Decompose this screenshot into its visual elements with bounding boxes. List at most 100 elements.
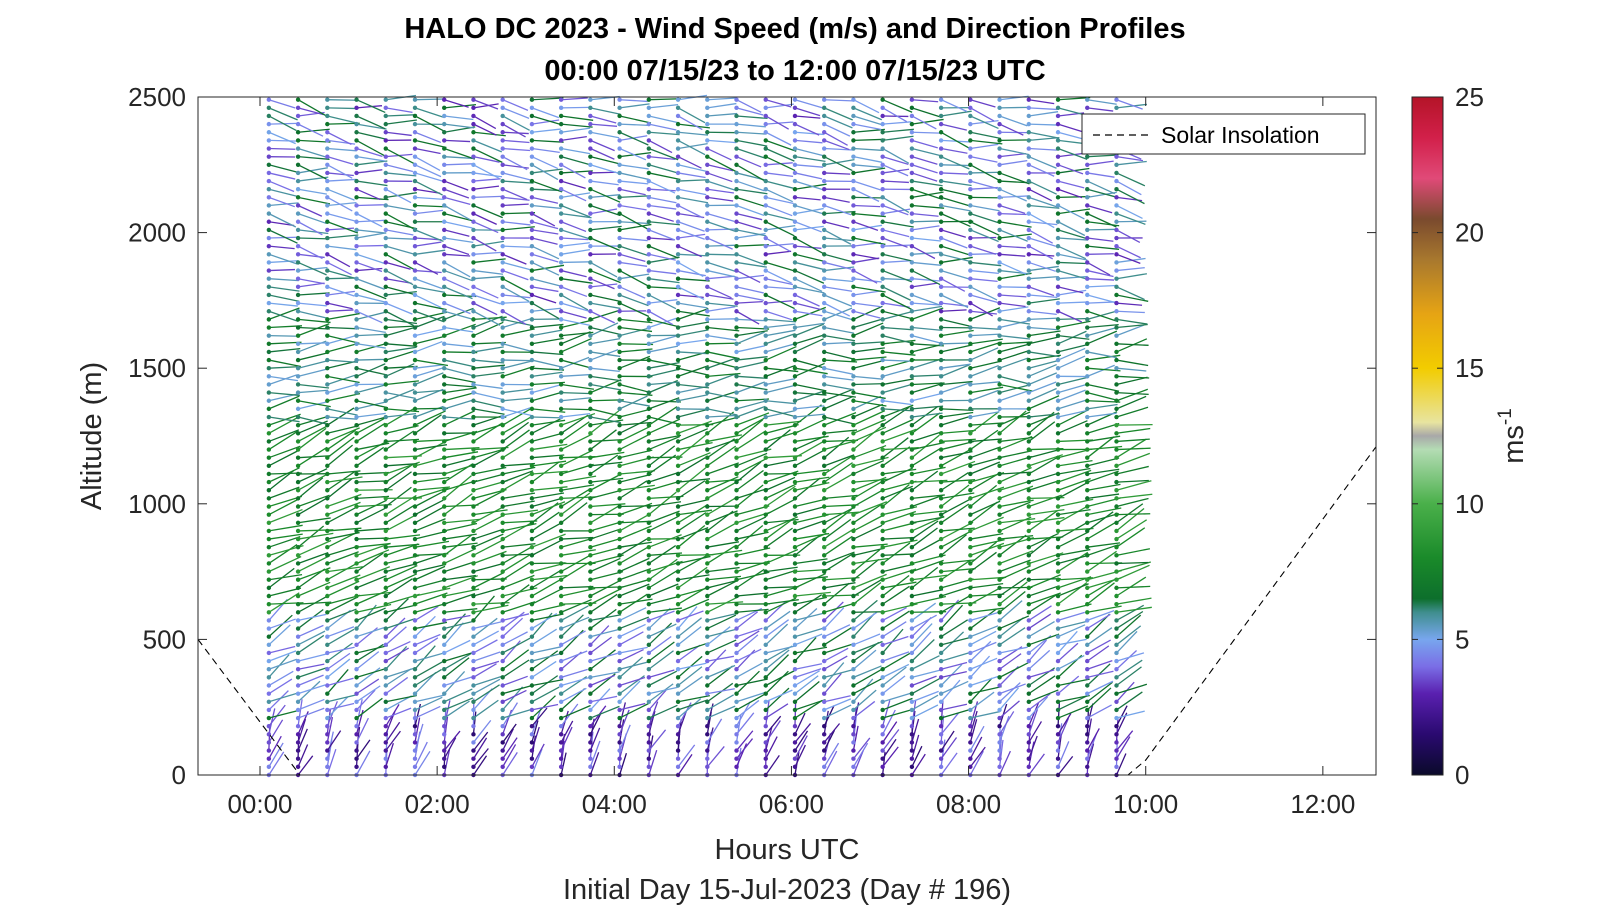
wind-barb-point bbox=[675, 479, 681, 485]
wind-barb-point bbox=[792, 667, 798, 672]
wind-barb bbox=[765, 586, 798, 589]
wind-barb bbox=[823, 204, 852, 216]
wind-barb-point bbox=[471, 325, 476, 330]
wind-barb-point bbox=[471, 390, 476, 395]
wind-barb-point bbox=[325, 154, 330, 159]
wind-barb-point bbox=[880, 455, 885, 460]
wind-barb-point bbox=[266, 683, 272, 688]
wind-barb-point bbox=[529, 398, 535, 403]
wind-barb-point bbox=[763, 740, 768, 745]
wind-barb-point bbox=[1055, 366, 1061, 371]
wind-barb-point bbox=[705, 707, 710, 713]
wind-barb bbox=[824, 261, 852, 270]
wind-barb-point bbox=[1085, 178, 1090, 184]
wind-barb-point bbox=[1026, 626, 1032, 631]
wind-barb bbox=[472, 595, 495, 621]
wind-barb bbox=[970, 326, 1001, 330]
wind-barb bbox=[999, 410, 1027, 434]
wind-barb-point bbox=[909, 479, 915, 485]
wind-barb-point bbox=[880, 756, 885, 761]
wind-barb bbox=[561, 248, 590, 255]
wind-barb-point bbox=[266, 504, 272, 509]
wind-barb bbox=[1028, 413, 1060, 418]
wind-barb-point bbox=[968, 414, 973, 420]
wind-barb-point bbox=[588, 105, 593, 111]
wind-barb-point bbox=[558, 504, 564, 509]
wind-barb bbox=[970, 180, 998, 190]
wind-barb bbox=[473, 391, 503, 400]
wind-barb-point bbox=[851, 162, 856, 167]
wind-barb-point bbox=[383, 406, 388, 412]
wind-barb-point bbox=[412, 130, 418, 135]
wind-barb bbox=[998, 739, 1004, 767]
wind-barb-point bbox=[646, 243, 652, 249]
wind-barb-point bbox=[354, 146, 359, 151]
wind-barb-point bbox=[266, 634, 272, 639]
wind-barb bbox=[327, 545, 359, 556]
wind-barb bbox=[970, 204, 1000, 212]
wind-barb-point bbox=[675, 130, 681, 135]
wind-barb-point bbox=[325, 203, 330, 208]
wind-barb bbox=[648, 558, 678, 581]
wind-barb bbox=[531, 603, 566, 613]
wind-barb bbox=[940, 619, 969, 638]
wind-barb-point bbox=[471, 650, 476, 656]
wind-barb-point bbox=[617, 178, 622, 184]
wind-barb bbox=[414, 389, 446, 394]
wind-barb bbox=[1087, 457, 1120, 467]
wind-barb-point bbox=[880, 496, 885, 501]
wind-barb-point bbox=[1085, 504, 1090, 509]
wind-barb-point bbox=[997, 260, 1002, 265]
wind-barb bbox=[970, 212, 1001, 224]
wind-barb bbox=[618, 719, 625, 743]
wind-barb bbox=[765, 518, 799, 524]
wind-barb bbox=[298, 229, 329, 235]
wind-barb bbox=[999, 245, 1027, 249]
wind-barb-point bbox=[500, 593, 505, 599]
wind-barb-point bbox=[412, 162, 418, 167]
wind-barb bbox=[823, 507, 854, 524]
wind-barb-point bbox=[442, 333, 447, 338]
wind-barb-point bbox=[617, 658, 622, 664]
wind-barb bbox=[414, 269, 442, 274]
wind-barb bbox=[677, 329, 709, 337]
wind-barb bbox=[736, 738, 754, 760]
wind-barb bbox=[969, 541, 998, 564]
wind-barb-point bbox=[412, 138, 418, 143]
wind-barb bbox=[531, 337, 564, 345]
wind-barb-point bbox=[646, 504, 652, 509]
wind-barb bbox=[356, 367, 388, 376]
wind-barb bbox=[736, 131, 767, 135]
wind-barb-point bbox=[295, 187, 301, 192]
wind-barb-point bbox=[266, 366, 272, 371]
wind-barb bbox=[882, 418, 914, 434]
wind-barb-point bbox=[617, 187, 622, 192]
wind-barb bbox=[326, 429, 356, 451]
wind-barb-point bbox=[471, 585, 476, 591]
wind-barb bbox=[268, 587, 302, 597]
wind-barb bbox=[999, 711, 1015, 735]
wind-barb-point bbox=[880, 406, 885, 412]
wind-barb-point bbox=[909, 357, 915, 363]
wind-barb-point bbox=[383, 740, 388, 745]
wind-barb-point bbox=[1055, 618, 1061, 623]
wind-barb bbox=[1057, 180, 1085, 189]
wind-barb-point bbox=[763, 121, 768, 127]
wind-barb-point bbox=[354, 113, 359, 119]
wind-barb bbox=[414, 472, 447, 475]
wind-barb bbox=[1057, 147, 1088, 160]
wind-barb bbox=[853, 237, 886, 246]
wind-barb-point bbox=[266, 105, 272, 111]
wind-barb bbox=[502, 359, 533, 362]
wind-barb bbox=[327, 201, 357, 207]
wind-barb-point bbox=[588, 618, 593, 623]
wind-barb bbox=[502, 318, 534, 327]
wind-barb-point bbox=[792, 252, 798, 257]
wind-barb-point bbox=[851, 748, 856, 753]
wind-barb-point bbox=[354, 105, 359, 111]
wind-barb bbox=[999, 436, 1033, 443]
wind-barb bbox=[969, 484, 998, 508]
wind-barb bbox=[443, 700, 451, 727]
wind-barb-point bbox=[646, 488, 652, 493]
wind-barb-point bbox=[763, 203, 768, 208]
